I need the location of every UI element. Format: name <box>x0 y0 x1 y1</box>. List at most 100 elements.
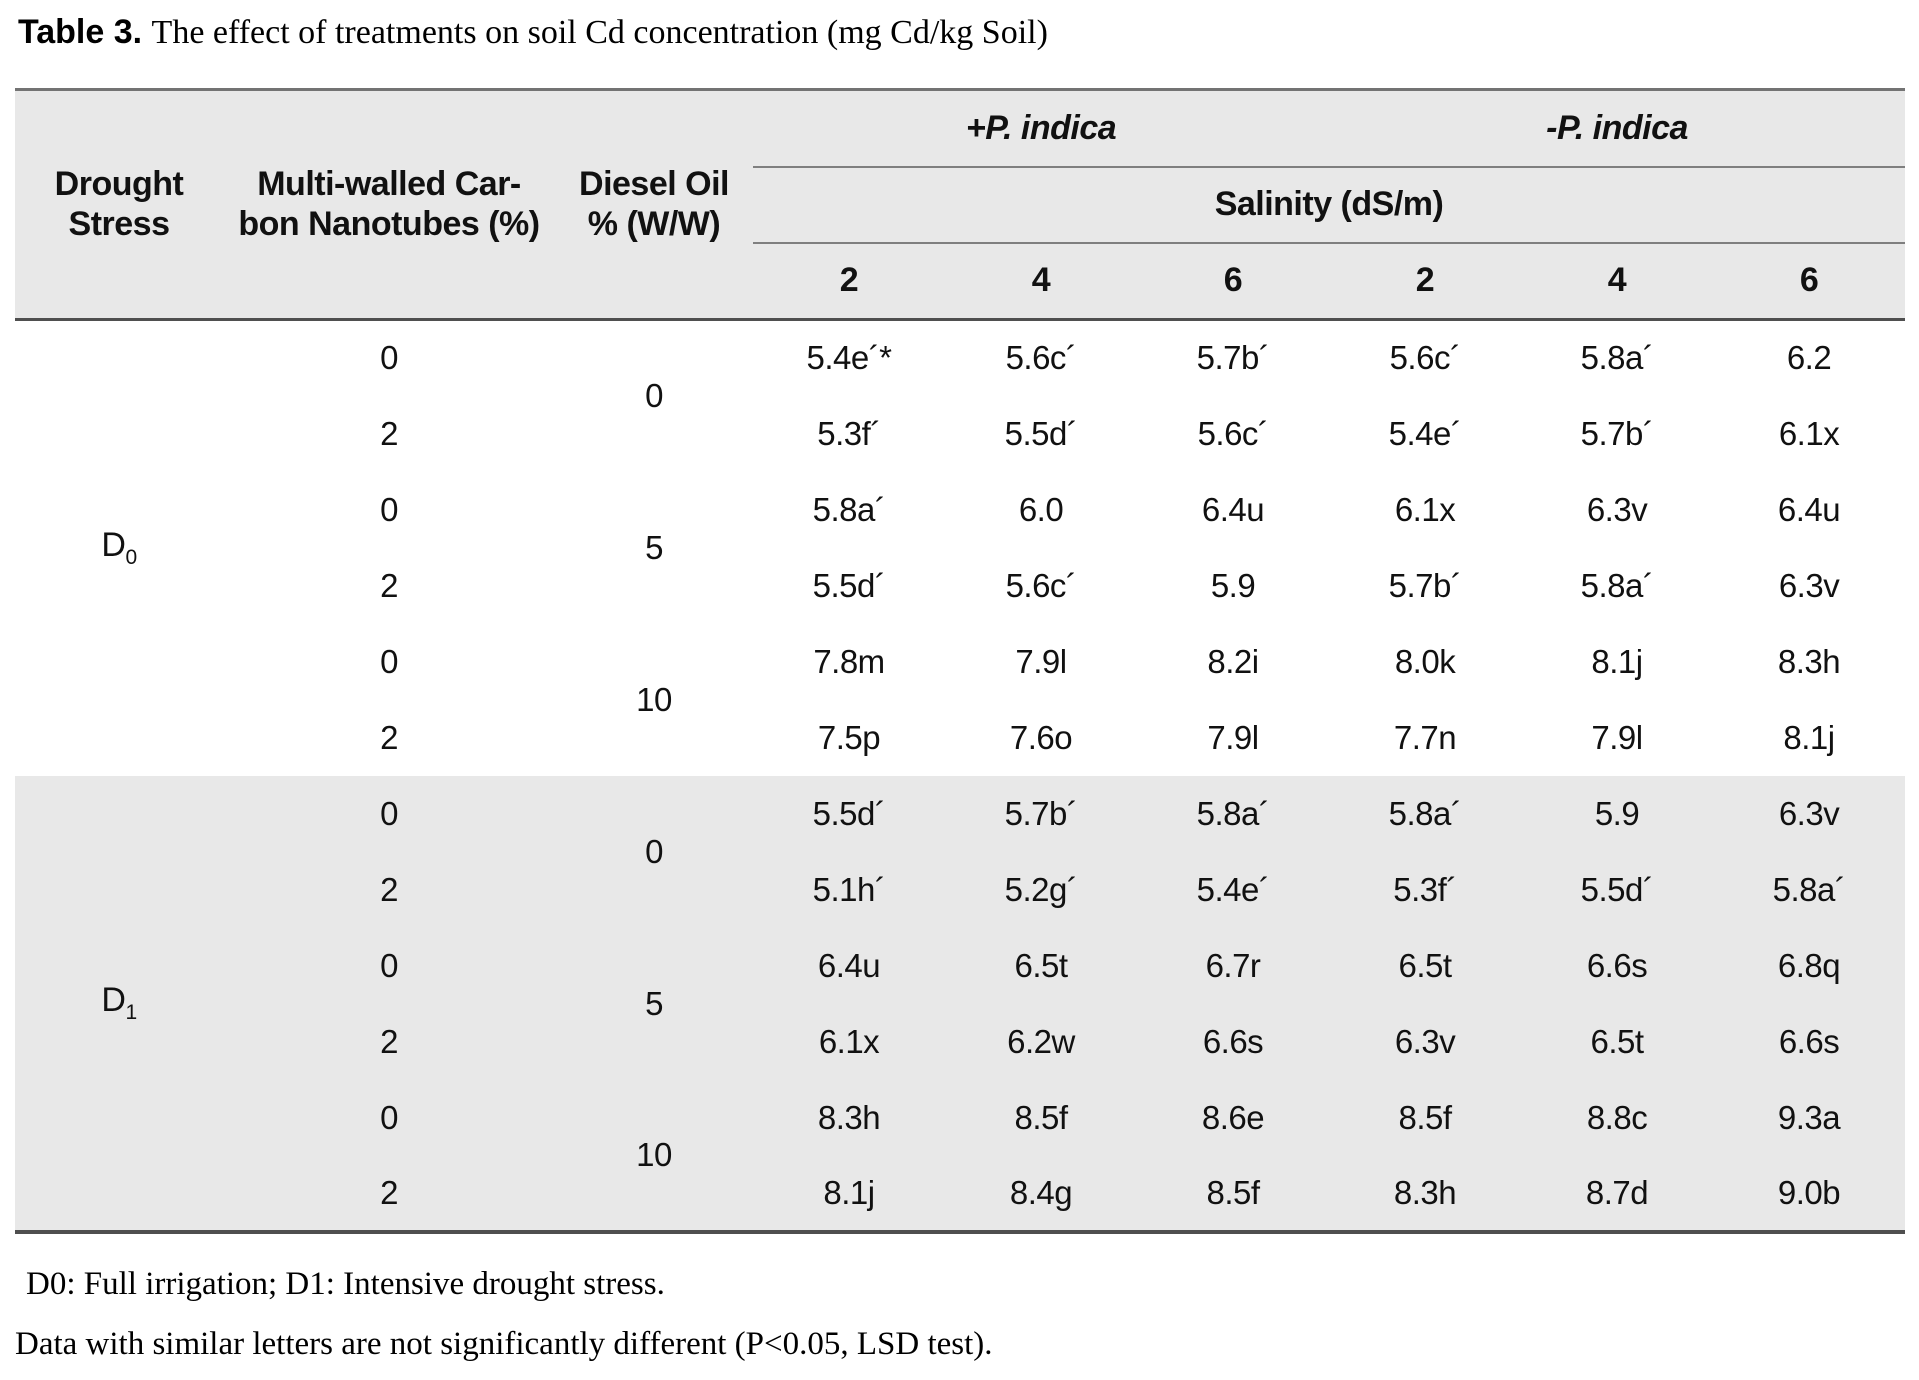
table-row: 0 5 6.4u 6.5t 6.7r 6.5t 6.6s 6.8q <box>15 927 1906 1080</box>
value-cell: 6.7r <box>1137 927 1330 1004</box>
header-mwcnt: Multi-walled Car- bon Nanotubes (%) <box>223 89 555 321</box>
value-cell: 6.0 <box>1018 490 1064 528</box>
header-mwcnt-line2: bon Nanotubes (%) <box>238 204 540 243</box>
header-row-salinity: Salinity (dS/m) <box>15 166 1906 244</box>
header-minus-pindica: -P. indica <box>1329 89 1906 168</box>
value-cell: 6.4u <box>1777 490 1841 528</box>
value-cell: 8.1j <box>753 1155 945 1232</box>
mwcnt-cell: 2 <box>380 414 398 452</box>
value-cell: 8.6e <box>1137 1079 1330 1156</box>
diesel-cell: 5 <box>555 927 753 1080</box>
footnote-drought-definitions: D0: Full irrigation; D1: Intensive droug… <box>26 1266 665 1302</box>
value-cell: 5.5d´ <box>1521 851 1714 928</box>
value-cell: 9.3a <box>1713 1079 1906 1156</box>
value-cell: 5.3f´ <box>1329 851 1522 928</box>
value-cell: 7.8m <box>813 642 885 680</box>
header-diesel-line1: Diesel Oil <box>579 165 729 204</box>
value-cell: 7.9l <box>1015 642 1067 680</box>
mwcnt-cell: 0 <box>223 1079 555 1156</box>
table-caption: Table 3. The effect of treatments on soi… <box>18 12 1048 54</box>
value-cell: 5.2g´ <box>945 851 1137 928</box>
value-cell: 6.1x <box>1394 490 1456 528</box>
table-row: 2 5.1h´ 5.2g´ 5.4e´ 5.3f´ 5.5d´ 5.8a´ <box>15 851 1906 928</box>
table-row: 2 6.1x 6.2w 6.6s 6.3v 6.5t 6.6s <box>15 1003 1906 1080</box>
value-cell: 6.2w <box>945 1003 1137 1080</box>
value-cell: 8.0k <box>1394 642 1456 680</box>
value-cell: 8.5f <box>1137 1155 1330 1232</box>
header-mwcnt-line1: Multi-walled Car- <box>257 165 521 204</box>
value-cell: 5.6c´ <box>1005 339 1077 377</box>
drought-stress-cell-d0: D0 <box>15 320 223 776</box>
value-cell: 6.6s <box>1521 927 1714 1004</box>
value-cell: 5.8a´ <box>812 490 886 528</box>
header-salinity-level: 4 <box>1521 242 1714 321</box>
value-cell: 5.7b´ <box>1196 339 1270 377</box>
value-cell: 6.4u <box>1201 490 1265 528</box>
value-cell: 5.6c´ <box>1389 339 1461 377</box>
table-caption-number: Table 3. <box>18 13 143 51</box>
value-cell: 5.6c´ <box>1005 566 1077 604</box>
table-row: 2 5.3f´ 5.5d´ 5.6c´ 5.4e´ 5.7b´ 6.1x <box>15 396 1905 472</box>
value-cell: 5.8a´ <box>1580 339 1654 377</box>
value-cell: 8.4g <box>945 1155 1137 1232</box>
value-cell: 6.3v <box>1586 490 1648 528</box>
value-cell: 8.7d <box>1521 1155 1714 1232</box>
value-cell: 6.1x <box>753 1003 945 1080</box>
header-diesel-line2: % (W/W) <box>587 204 721 243</box>
table-row: 2 8.1j 8.4g 8.5f 8.3h 8.7d 9.0b <box>15 1155 1906 1232</box>
value-cell: 5.5d´ <box>812 566 886 604</box>
value-cell: 6.4u <box>753 927 945 1004</box>
value-cell: 8.8c <box>1521 1079 1714 1156</box>
table-row: D0 0 0 5.4e´* 5.6c´ 5.7b´ 5.6c´ 5.8a´ 6.… <box>15 320 1905 569</box>
value-cell: 6.3v <box>1329 1003 1522 1080</box>
header-salinity-level: 6 <box>1137 242 1330 321</box>
value-cell: 5.7b´ <box>1580 414 1654 452</box>
value-cell: 5.7b´ <box>945 775 1137 852</box>
value-cell: 5.4e´* <box>806 339 892 377</box>
value-cell: 8.3h <box>1777 642 1841 680</box>
header-drought-line2: Stress <box>68 204 170 243</box>
value-cell: 8.1j <box>1591 642 1643 680</box>
value-cell: 6.5t <box>945 927 1137 1004</box>
table-caption-text: The effect of treatments on soil Cd conc… <box>151 14 1048 51</box>
header-diesel-oil: Diesel Oil % (W/W) <box>555 89 753 321</box>
value-cell: 7.6o <box>1009 718 1073 756</box>
diesel-cell: 0 <box>645 377 663 415</box>
value-cell: 6.6s <box>1137 1003 1330 1080</box>
value-cell: 5.8a´ <box>1137 775 1330 852</box>
mwcnt-cell: 2 <box>223 851 555 928</box>
value-cell: 6.8q <box>1713 927 1906 1004</box>
drought-subscript: 0 <box>125 546 137 570</box>
value-cell: 5.8a´ <box>1713 851 1906 928</box>
value-cell: 5.1h´ <box>753 851 945 928</box>
header-drought-stress: Drought Stress <box>15 89 223 321</box>
diesel-cell: 5 <box>645 528 663 566</box>
value-cell: 6.3v <box>1713 775 1906 852</box>
value-cell: 6.5t <box>1521 1003 1714 1080</box>
value-cell: 5.6c´ <box>1197 414 1269 452</box>
drought-subscript: 1 <box>125 1000 137 1024</box>
header-salinity-level: 2 <box>753 242 945 321</box>
value-cell: 8.5f <box>945 1079 1137 1156</box>
value-cell: 7.5p <box>817 718 881 756</box>
table-row: 0 10 7.8m 7.9l 8.2i 8.0k 8.1j 8.3h <box>15 624 1905 718</box>
table-row: 2 7.5p 7.6o 7.9l 7.7n 7.9l 8.1j <box>15 700 1905 776</box>
diesel-cell: 0 <box>555 775 753 928</box>
mwcnt-cell: 0 <box>223 775 555 852</box>
value-cell: 5.5d´ <box>1004 414 1078 452</box>
table-body: D0 0 0 5.4e´* 5.6c´ 5.7b´ 5.6c´ 5.8a´ 6.… <box>15 320 1906 1232</box>
header-row-salinity-levels: 2 4 6 2 4 6 <box>15 242 1906 321</box>
header-plus-pindica: +P. indica <box>753 89 1330 168</box>
drought-stress-cell-d1: D1 <box>15 775 223 1232</box>
value-cell: 6.3v <box>1778 566 1840 604</box>
value-cell: 7.9l <box>1591 718 1643 756</box>
diesel-cell: 10 <box>555 1079 753 1232</box>
value-cell: 6.1x <box>1778 414 1840 452</box>
value-cell: 5.5d´ <box>753 775 945 852</box>
header-row-inoculation: Drought Stress Multi-walled Car- bon Nan… <box>15 89 1906 321</box>
mwcnt-cell: 0 <box>223 927 555 1004</box>
header-drought-line1: Drought <box>54 165 184 204</box>
drought-label: D <box>101 526 126 565</box>
value-cell: 5.3f´ <box>817 414 881 452</box>
value-cell: 5.8a´ <box>1580 566 1654 604</box>
